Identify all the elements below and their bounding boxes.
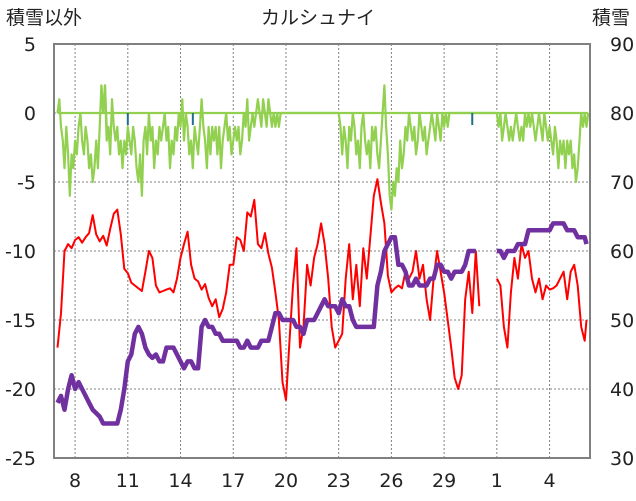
change-series-line [100,84,108,127]
temperature-series-line [56,178,481,401]
x-tick-label: 14 [168,470,192,492]
right-tick-label: 50 [610,310,634,332]
x-tick-label: 4 [544,470,556,492]
x-tick-label: 23 [327,470,351,492]
right-tick-label: 80 [610,103,634,125]
left-tick-label: -10 [5,241,36,263]
x-tick-label: 11 [116,470,140,492]
left-tick-label: 5 [24,34,36,56]
x-tick-label: 17 [221,470,245,492]
left-tick-label: -15 [5,310,36,332]
x-tick-label: 1 [491,470,503,492]
temperature-series-line [496,243,588,349]
right-tick-label: 40 [610,379,634,401]
left-tick-label: 0 [24,103,36,125]
right-axis-title: 積雪 [592,7,630,29]
left-tick-label: -25 [5,448,36,470]
right-tick-label: 70 [610,172,634,194]
x-tick-label: 29 [432,470,456,492]
right-tick-label: 60 [610,241,634,263]
x-tick-label: 26 [379,470,403,492]
plot-frame [53,43,591,459]
x-tick-label: 8 [69,470,81,492]
snow-depth-series-line [496,221,589,261]
right-tick-label: 90 [610,34,634,56]
left-axis-title: 積雪以外 [6,7,82,29]
chart-title: カルシュナイ [261,7,375,29]
left-tick-label: -5 [17,172,36,194]
snow-depth-series-line [55,234,476,426]
right-tick-label: 30 [610,448,634,470]
change-series-line [56,84,590,211]
series-layer [55,84,590,426]
x-tick-label: 20 [274,470,298,492]
left-tick-label: -20 [5,379,36,401]
